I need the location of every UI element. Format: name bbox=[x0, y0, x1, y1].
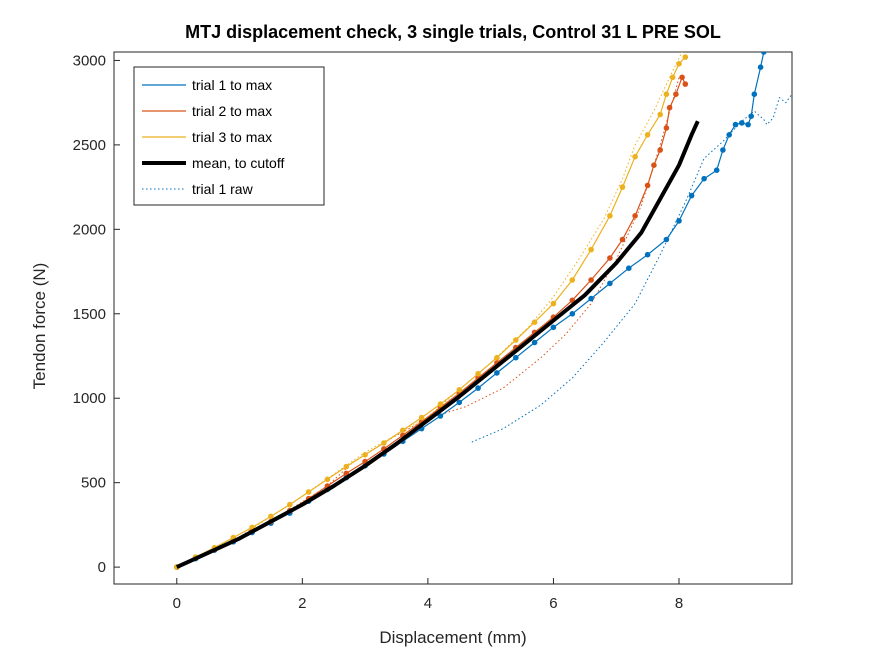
plot-area: 0 2 4 6 8 0 500 1000 1500 2000 2500 3000 bbox=[73, 51, 793, 612]
data-point bbox=[381, 440, 387, 446]
data-point bbox=[676, 61, 682, 67]
data-point bbox=[669, 74, 676, 81]
y-tick-label: 2000 bbox=[73, 221, 106, 238]
data-point bbox=[644, 182, 651, 189]
data-point bbox=[513, 354, 519, 361]
data-point bbox=[418, 414, 425, 421]
x-tick-label: 4 bbox=[424, 595, 432, 612]
data-point bbox=[550, 324, 557, 331]
legend-label: trial 2 to max bbox=[192, 103, 272, 119]
data-point bbox=[644, 251, 651, 258]
data-point bbox=[657, 147, 663, 153]
data-point bbox=[626, 265, 632, 272]
x-tick-label: 2 bbox=[298, 595, 306, 612]
y-tick-label: 2500 bbox=[73, 137, 106, 154]
data-point bbox=[726, 132, 732, 138]
data-point bbox=[619, 184, 626, 190]
data-point bbox=[676, 218, 682, 224]
data-point bbox=[663, 236, 670, 243]
data-point bbox=[531, 319, 538, 326]
data-point bbox=[701, 175, 707, 182]
data-point bbox=[475, 370, 481, 377]
data-point bbox=[682, 54, 689, 60]
y-axis-label: Tendon force (N) bbox=[30, 263, 49, 390]
data-point bbox=[588, 295, 594, 302]
data-point bbox=[324, 476, 331, 483]
data-point bbox=[673, 91, 679, 97]
y-tick-label: 1000 bbox=[73, 390, 106, 407]
legend-label: trial 3 to max bbox=[192, 129, 272, 145]
data-point bbox=[531, 339, 538, 346]
data-point bbox=[751, 91, 758, 97]
data-point bbox=[362, 452, 368, 458]
data-point bbox=[644, 132, 651, 138]
data-point bbox=[748, 113, 754, 119]
axes-box bbox=[113, 51, 793, 585]
data-point bbox=[607, 280, 613, 287]
data-point bbox=[682, 81, 689, 87]
series-line-raw-trace-5 bbox=[289, 77, 680, 511]
data-point bbox=[475, 385, 481, 391]
data-point bbox=[494, 370, 500, 376]
data-point bbox=[651, 162, 657, 168]
data-point bbox=[720, 147, 726, 153]
data-point bbox=[607, 213, 613, 219]
data-point bbox=[757, 64, 764, 70]
y-tick-label: 0 bbox=[98, 559, 106, 576]
data-point bbox=[305, 489, 312, 495]
data-point bbox=[607, 255, 613, 261]
y-tick-label: 3000 bbox=[73, 52, 106, 69]
data-point bbox=[666, 104, 673, 111]
y-tick-label: 1500 bbox=[73, 306, 106, 323]
data-point bbox=[494, 354, 500, 361]
data-point bbox=[437, 401, 444, 407]
legend-label: trial 1 raw bbox=[192, 181, 254, 197]
data-point bbox=[588, 246, 594, 253]
legend-label: mean, to cutoff bbox=[192, 155, 284, 171]
legend-label: trial 1 to max bbox=[192, 77, 272, 93]
y-tick-label: 500 bbox=[81, 475, 106, 492]
data-point bbox=[761, 52, 767, 55]
data-point bbox=[679, 74, 685, 81]
chart-title: MTJ displacement check, 3 single trials,… bbox=[185, 22, 721, 42]
data-point bbox=[663, 91, 670, 97]
data-point bbox=[343, 463, 350, 470]
data-point bbox=[688, 192, 695, 199]
data-point bbox=[550, 300, 557, 307]
data-point bbox=[437, 413, 444, 419]
series-line-trial-3-to-max bbox=[176, 56, 686, 568]
data-point bbox=[456, 387, 463, 393]
x-tick-label: 8 bbox=[675, 595, 683, 612]
data-point bbox=[739, 120, 745, 126]
data-point bbox=[663, 125, 670, 131]
series-group bbox=[174, 52, 792, 570]
data-point bbox=[456, 399, 463, 406]
data-point bbox=[632, 213, 638, 219]
data-point bbox=[745, 121, 751, 128]
data-point bbox=[569, 277, 576, 283]
series-line-trial-1-raw bbox=[471, 93, 792, 443]
data-point bbox=[400, 427, 406, 434]
data-point bbox=[513, 337, 519, 343]
x-axis-label: Displacement (mm) bbox=[379, 628, 526, 647]
legend-box bbox=[133, 66, 325, 206]
x-tick-label: 0 bbox=[173, 595, 181, 612]
data-point bbox=[657, 111, 663, 118]
legend: trial 1 to max trial 2 to max trial 3 to m… bbox=[133, 66, 325, 206]
data-point bbox=[569, 311, 576, 317]
data-point bbox=[713, 167, 720, 173]
data-point bbox=[268, 513, 274, 520]
x-tick-label: 6 bbox=[549, 595, 557, 612]
data-point bbox=[588, 277, 594, 283]
data-point bbox=[619, 236, 626, 243]
data-point bbox=[287, 501, 293, 508]
data-point bbox=[732, 121, 739, 128]
data-point bbox=[632, 153, 638, 160]
series-line-mean-to-cutoff bbox=[175, 120, 700, 569]
